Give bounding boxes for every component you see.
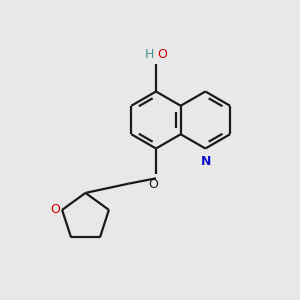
Text: N: N: [201, 155, 211, 168]
Text: O: O: [51, 203, 60, 216]
Text: O: O: [148, 178, 158, 191]
Text: O: O: [158, 48, 167, 61]
Text: H: H: [145, 48, 154, 61]
